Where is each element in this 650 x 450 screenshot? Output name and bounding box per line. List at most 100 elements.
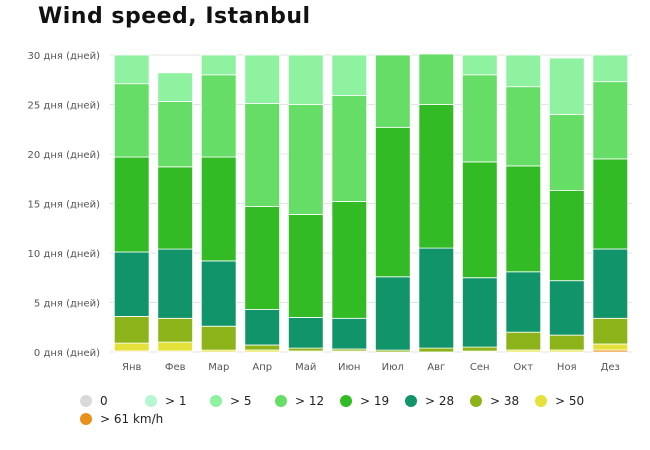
bar-stack [157,72,194,353]
bar-segment [592,343,629,351]
x-tick-label: Мар [208,362,229,373]
bar-segment [331,95,368,202]
bar-segment [461,346,498,352]
bar-segment [287,316,324,349]
legend-item: > 50 [535,394,586,408]
bar-segment [505,54,542,88]
bar-segment [287,54,324,105]
bar-segment [244,308,281,346]
legend-label: > 61 km/h [100,412,164,426]
bar-segment [549,114,585,191]
y-tick-label: 30 дня (дней) [28,51,101,62]
bar-segment [505,86,542,167]
bar-segment [200,325,237,351]
bar-segment [374,54,411,128]
bar-segment [200,74,237,158]
legend-label: 0 [100,394,108,408]
legend-swatch [470,395,482,407]
x-tick-label: Янв [122,362,141,373]
legend-swatch [210,395,222,407]
legend-label: > 28 [425,394,455,408]
bar-segment [505,165,542,273]
legend-swatch [405,395,417,407]
x-tick-label: Июл [382,362,404,373]
bar-segment [331,201,368,319]
bar-segment [592,248,629,319]
legend-item: > 28 [405,394,456,408]
legend-swatch [275,395,287,407]
bar-segment [592,158,629,250]
bar-segment [287,104,324,215]
bar-stack [200,54,237,353]
legend-label: > 5 [230,394,252,408]
x-axis: Янв Фев Мар Апр Май Июн Июл Авг Сен Окт Ноя Дез [122,362,620,373]
bar-segment [461,277,498,348]
legend-item: > 38 [470,394,521,408]
x-tick-label: Авг [427,362,445,373]
x-tick-label: Окт [513,362,533,373]
bar-segment [461,161,498,279]
bar-segment [113,156,150,253]
bar-segment [244,206,281,310]
x-tick-label: Сен [470,362,490,373]
legend: 0 > 1 > 5 > 12 > 19 > 28 > 38 > 50 > 61 km/h [80,392,600,428]
legend-label: > 50 [555,394,585,408]
legend-label: > 19 [360,394,390,408]
bars [113,53,629,353]
y-tick-label: 25 дня (дней) [28,101,101,112]
x-tick-label: Дез [601,362,620,373]
y-tick-label: 10 дня (дней) [28,249,101,260]
bar-stack [505,54,542,353]
bar-segment [157,166,194,250]
legend-swatch [80,413,92,425]
bar-segment [113,315,150,344]
legend-item: > 5 [210,394,261,408]
y-axis: 0 дня (дней) 5 дня (дней) 10 дня (дней) 15 … [28,51,101,359]
bar-segment [113,251,150,317]
bar-segment [157,341,194,352]
y-tick-label: 0 дня (дней) [34,348,100,359]
legend-item: > 1 [145,394,196,408]
legend-item: 0 [80,394,131,408]
bar-segment [113,54,150,85]
bar-segment [418,53,455,105]
bar-segment [113,342,150,352]
bar-segment [244,344,281,351]
bar-segment [244,103,281,207]
legend-item: > 19 [340,394,391,408]
legend-swatch [340,395,352,407]
bar-segment [287,213,324,318]
bar-segment [200,260,237,327]
legend-swatch [535,395,547,407]
bar-segment [592,81,629,160]
bar-segment [549,57,585,115]
bar-segment [374,276,411,351]
bar-segment [592,54,629,83]
x-tick-label: Фев [165,362,186,373]
bar-stack [461,54,498,353]
grid-lines [110,54,632,353]
bar-segment [592,317,629,345]
bar-segment [461,74,498,163]
bar-stack [418,53,455,353]
bar-segment [461,54,498,76]
stacked-bar-chart: 0 дня (дней) 5 дня (дней) 10 дня (дней) 15 … [28,51,632,373]
bar-segment [418,347,455,353]
y-tick-label: 20 дня (дней) [28,150,101,161]
bar-segment [418,247,455,349]
bar-segment [549,190,585,282]
legend-label: > 12 [295,394,325,408]
x-tick-label: Апр [252,362,272,373]
bar-stack [331,54,368,353]
bar-segment [113,83,150,158]
bar-segment [200,54,237,76]
bar-segment [157,248,194,319]
legend-item: > 12 [275,394,326,408]
bar-stack [113,54,150,353]
bar-segment [200,156,237,262]
legend-swatch [80,395,92,407]
bar-stack [592,54,629,353]
bar-segment [244,54,281,104]
bar-segment [157,72,194,102]
bar-segment [157,101,194,168]
